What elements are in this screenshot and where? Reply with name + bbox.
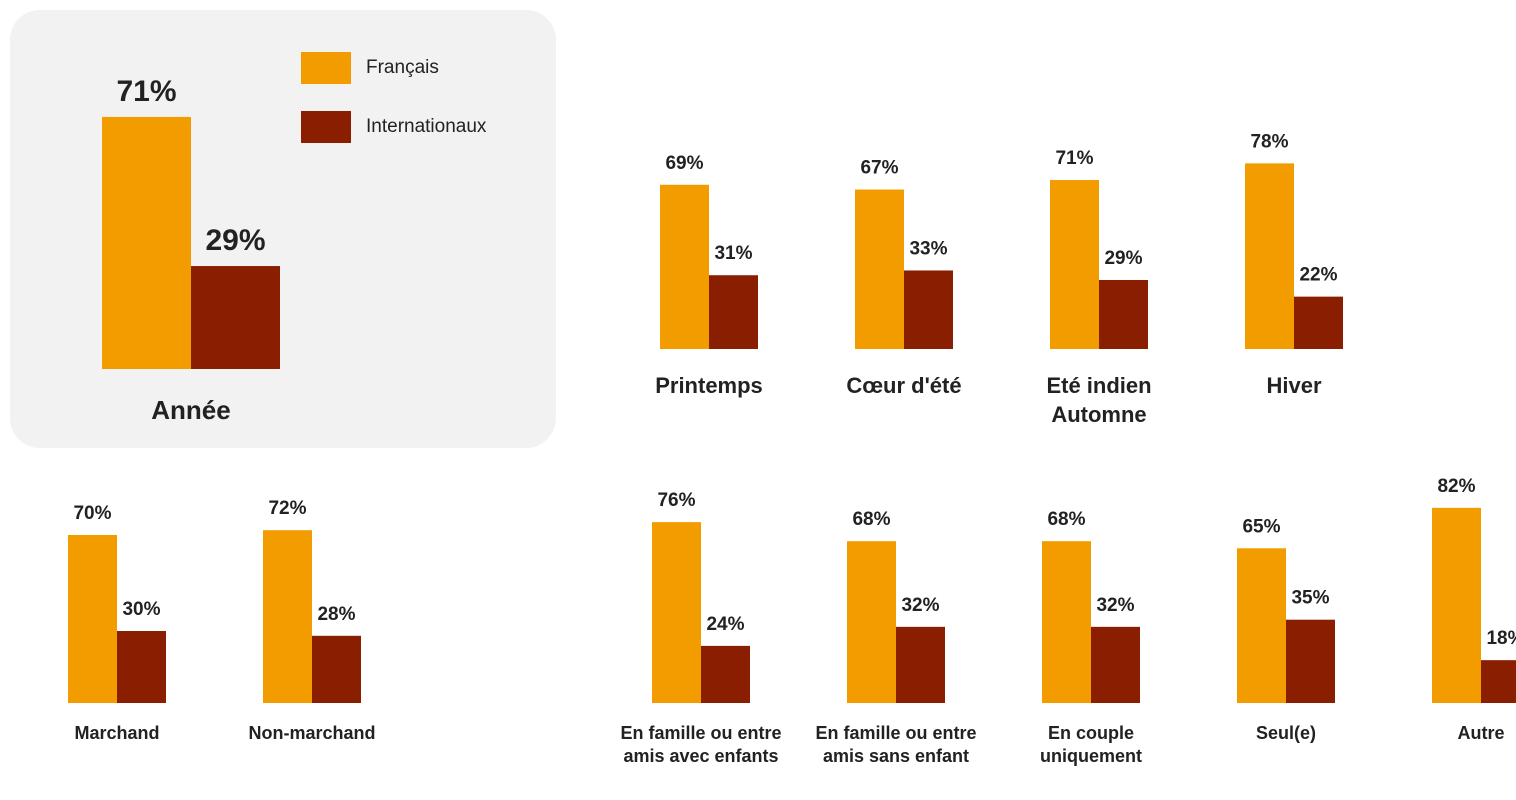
- value-label: 28%: [317, 604, 355, 625]
- category-label: Hiver: [1266, 373, 1322, 398]
- bar: [102, 116, 191, 369]
- legend-label: Français: [366, 57, 439, 78]
- value-label: 68%: [852, 509, 890, 530]
- category-label: Marchand: [74, 723, 160, 743]
- value-label: 31%: [714, 243, 752, 264]
- value-label: 22%: [1299, 265, 1337, 286]
- bar: [263, 530, 312, 703]
- bar: [701, 645, 750, 703]
- value-label: 76%: [657, 490, 695, 511]
- value-label: 32%: [1096, 595, 1134, 616]
- legend-label: Internationaux: [366, 116, 487, 137]
- bar: [1294, 296, 1343, 349]
- category-label: Eté indien Automne: [1046, 373, 1152, 427]
- bar: [896, 626, 945, 703]
- value-label: 33%: [909, 238, 947, 259]
- bar: [1099, 279, 1148, 349]
- bar: [1432, 507, 1481, 703]
- category-label: Année: [151, 395, 231, 425]
- value-label: 65%: [1242, 516, 1280, 537]
- category-label: Printemps: [655, 373, 763, 398]
- value-label: 35%: [1291, 588, 1329, 609]
- bar: [1091, 626, 1140, 703]
- bar: [660, 184, 709, 349]
- category-label: Seul(e): [1255, 723, 1316, 743]
- legend-swatch: [301, 111, 351, 143]
- category-label: Non-marchand: [248, 723, 376, 743]
- bar: [1050, 180, 1099, 349]
- legend-swatch: [301, 52, 351, 84]
- value-label: 71%: [1055, 148, 1093, 169]
- category-label: En famille ou entre amis avec enfants: [620, 723, 782, 767]
- bar: [1237, 548, 1286, 703]
- value-label: 70%: [73, 503, 111, 524]
- value-label: 24%: [706, 614, 744, 635]
- bar: [1245, 163, 1294, 349]
- value-label: 29%: [1104, 248, 1142, 269]
- value-label: 71%: [116, 75, 176, 108]
- bar: [652, 522, 701, 703]
- value-label: 29%: [205, 224, 265, 257]
- bar: [68, 535, 117, 703]
- bar: [117, 631, 166, 703]
- value-label: 18%: [1486, 628, 1516, 649]
- value-label: 67%: [860, 158, 898, 179]
- category-label: En famille ou entre amis sans enfant: [815, 723, 977, 767]
- bar: [847, 541, 896, 703]
- bar: [191, 266, 280, 369]
- bar: [1286, 619, 1335, 703]
- value-label: 72%: [268, 498, 306, 519]
- bar: [312, 635, 361, 703]
- category-label: Autre: [1457, 723, 1505, 743]
- value-label: 32%: [901, 595, 939, 616]
- bar: [855, 189, 904, 349]
- bar: [904, 270, 953, 349]
- value-label: 69%: [665, 153, 703, 174]
- category-label: Cœur d'été: [846, 373, 962, 398]
- bar: [1481, 660, 1516, 703]
- value-label: 68%: [1047, 509, 1085, 530]
- value-label: 82%: [1437, 476, 1475, 497]
- value-label: 78%: [1250, 131, 1288, 152]
- bar: [709, 275, 758, 349]
- bar: [1042, 541, 1091, 703]
- panel: [10, 10, 556, 448]
- category-label: En couple uniquement: [1040, 723, 1142, 767]
- value-label: 30%: [122, 599, 160, 620]
